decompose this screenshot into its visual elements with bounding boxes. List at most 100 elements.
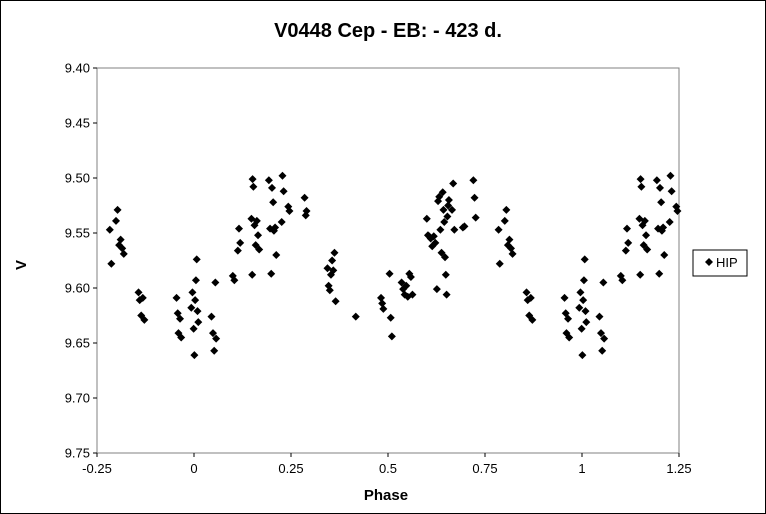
data-point bbox=[278, 171, 287, 180]
x-tick-label: 1 bbox=[578, 461, 585, 476]
data-point bbox=[249, 182, 258, 191]
data-point bbox=[673, 207, 682, 215]
data-point bbox=[444, 201, 453, 210]
data-point bbox=[269, 198, 278, 207]
data-point bbox=[595, 312, 604, 321]
x-axis: -0.25 0 0.25 0.5 0.75 1 1.25 bbox=[82, 453, 692, 476]
data-point bbox=[578, 351, 587, 360]
data-point bbox=[471, 213, 480, 222]
data-point bbox=[192, 255, 201, 264]
data-point bbox=[508, 249, 517, 258]
data-point bbox=[438, 188, 447, 197]
data-point bbox=[597, 329, 606, 338]
data-point bbox=[494, 225, 503, 234]
data-point bbox=[526, 293, 535, 302]
data-point bbox=[439, 205, 448, 214]
y-axis-label: V bbox=[13, 260, 30, 270]
data-point bbox=[564, 314, 573, 323]
data-point bbox=[642, 231, 651, 240]
data-point bbox=[207, 312, 216, 321]
data-point bbox=[328, 256, 337, 265]
data-point bbox=[193, 307, 202, 316]
data-point bbox=[255, 245, 264, 254]
data-point bbox=[402, 281, 411, 290]
data-point bbox=[667, 187, 676, 196]
data-point bbox=[300, 193, 309, 202]
data-point bbox=[665, 218, 674, 226]
data-point bbox=[448, 205, 457, 214]
data-point bbox=[502, 205, 511, 214]
data-point bbox=[660, 251, 669, 259]
y-tick-label: 9.40 bbox=[65, 61, 90, 76]
chart-title: V0448 Cep - EB: - 423 d. bbox=[274, 20, 502, 42]
data-point bbox=[408, 290, 417, 299]
data-point bbox=[113, 205, 122, 214]
legend: HIP bbox=[692, 249, 748, 277]
data-points bbox=[105, 171, 682, 360]
data-point bbox=[579, 296, 588, 305]
data-point bbox=[116, 235, 125, 244]
data-point bbox=[138, 293, 147, 302]
data-point bbox=[248, 175, 257, 184]
data-point bbox=[107, 259, 116, 268]
data-point bbox=[522, 288, 531, 297]
x-axis-label: Phase bbox=[364, 487, 408, 504]
data-point bbox=[325, 286, 334, 295]
data-point bbox=[379, 304, 388, 313]
data-point bbox=[134, 288, 143, 297]
data-point bbox=[188, 288, 197, 297]
data-point bbox=[378, 299, 387, 308]
data-point bbox=[637, 182, 646, 191]
data-point bbox=[582, 318, 591, 327]
data-point bbox=[235, 224, 244, 233]
data-point bbox=[560, 293, 569, 302]
data-point bbox=[302, 207, 311, 215]
data-point bbox=[576, 288, 585, 297]
data-point bbox=[189, 324, 198, 333]
data-point bbox=[441, 253, 450, 262]
y-tick-label: 9.45 bbox=[65, 116, 90, 131]
data-point bbox=[495, 259, 504, 268]
data-point bbox=[432, 285, 441, 294]
data-point bbox=[528, 315, 537, 324]
data-point bbox=[191, 296, 200, 305]
data-point bbox=[431, 238, 440, 247]
legend-box bbox=[692, 249, 748, 277]
data-point bbox=[277, 218, 286, 226]
data-point bbox=[330, 248, 339, 257]
x-tick-label: 0.5 bbox=[379, 461, 397, 476]
x-tick-label: 0 bbox=[190, 461, 197, 476]
data-point bbox=[267, 183, 276, 192]
data-point bbox=[442, 290, 451, 299]
data-point bbox=[385, 269, 394, 278]
data-point bbox=[209, 329, 218, 338]
data-point bbox=[443, 212, 452, 221]
data-point bbox=[599, 278, 608, 287]
x-tick-label: 1.25 bbox=[666, 461, 691, 476]
data-point bbox=[623, 224, 632, 233]
data-point bbox=[600, 334, 609, 343]
data-point bbox=[267, 269, 276, 278]
data-point bbox=[436, 225, 445, 234]
data-point bbox=[666, 171, 675, 180]
data-point bbox=[580, 255, 589, 264]
data-point bbox=[177, 333, 186, 342]
x-tick-label: -0.25 bbox=[82, 461, 112, 476]
data-point bbox=[652, 176, 661, 185]
data-point bbox=[211, 278, 220, 287]
y-tick-label: 9.50 bbox=[65, 171, 90, 186]
data-point bbox=[285, 207, 294, 215]
x-tick-label: 0.25 bbox=[278, 461, 303, 476]
data-point bbox=[233, 246, 242, 255]
data-point bbox=[331, 297, 340, 306]
y-tick-label: 9.75 bbox=[65, 446, 90, 461]
data-point bbox=[505, 235, 514, 244]
data-point bbox=[406, 273, 415, 281]
data-point bbox=[272, 251, 281, 259]
data-point bbox=[444, 196, 453, 204]
data-point bbox=[655, 183, 664, 192]
data-point bbox=[210, 346, 219, 355]
data-point bbox=[387, 332, 396, 341]
data-point bbox=[230, 276, 239, 285]
